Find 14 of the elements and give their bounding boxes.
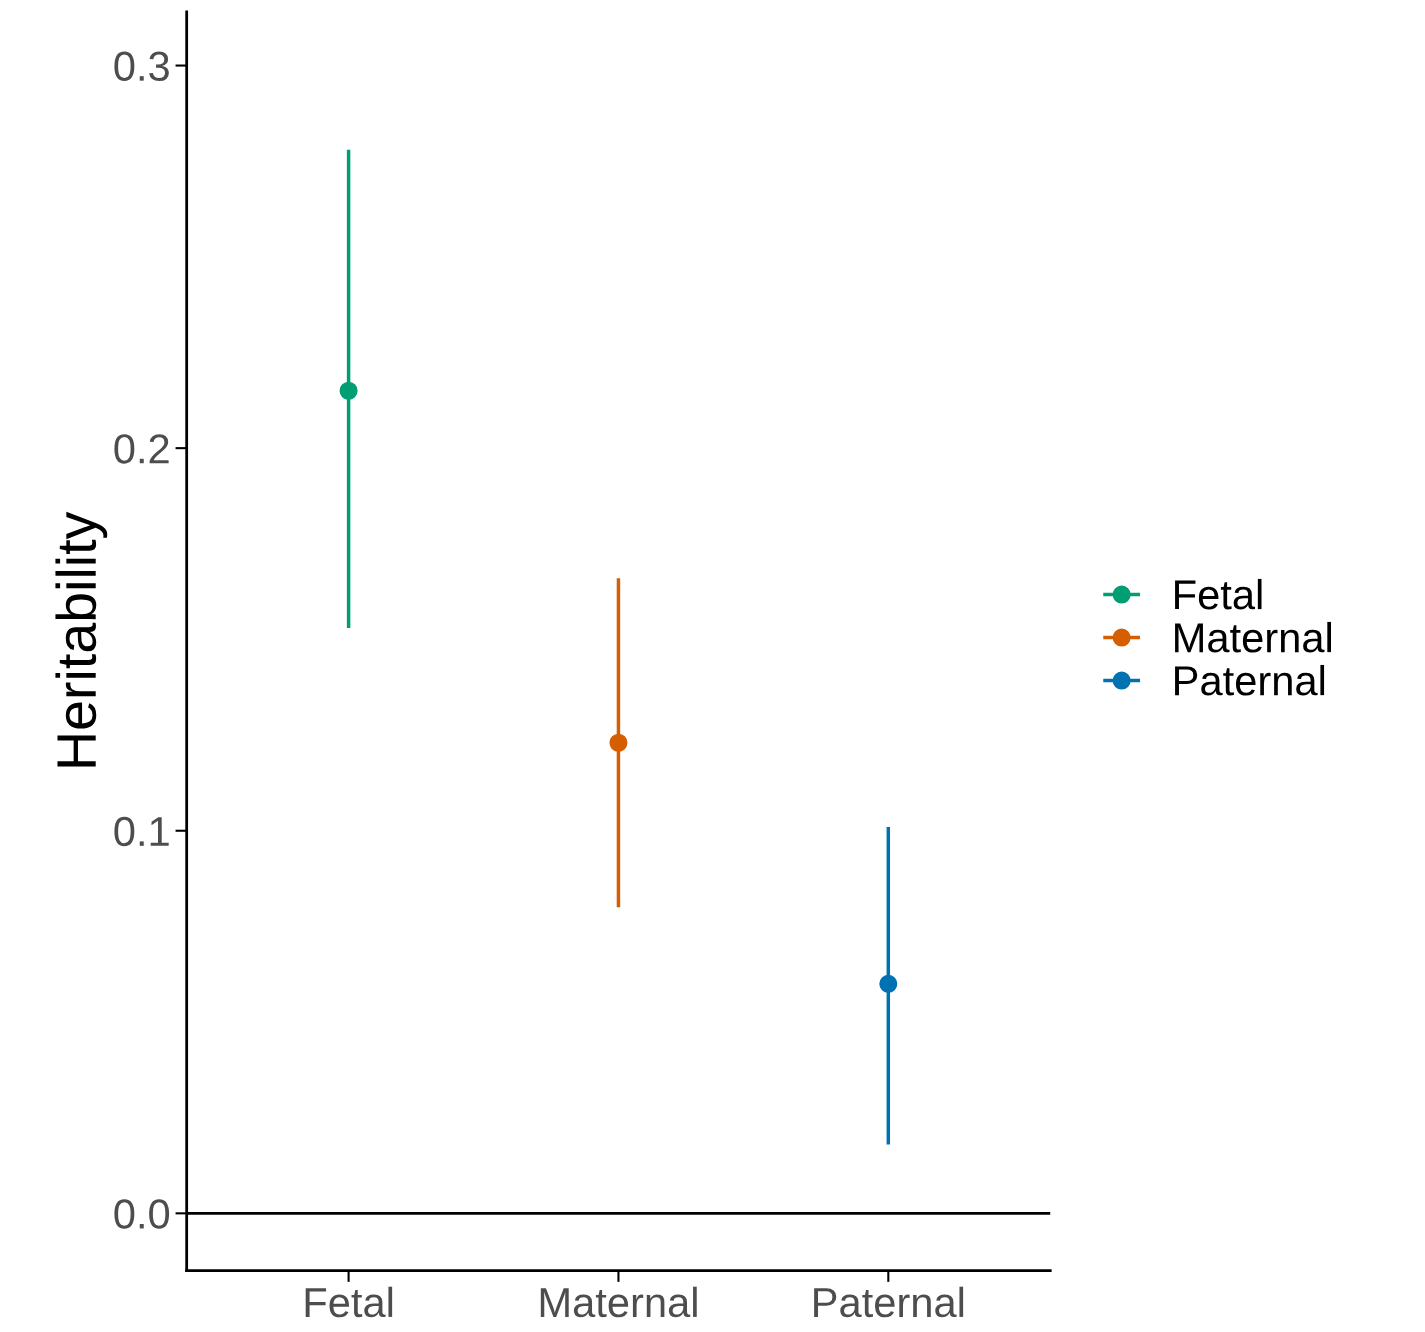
y-tick-label: 0.1 xyxy=(114,816,169,847)
legend-label: Fetal xyxy=(1175,578,1262,610)
y-tick-label: 0.2 xyxy=(114,434,169,464)
y-tick-label: 0.0 xyxy=(114,1199,170,1229)
point xyxy=(339,381,358,400)
point xyxy=(879,974,898,993)
x-tick-label: Paternal xyxy=(814,1286,964,1318)
legend-label: Paternal xyxy=(1175,664,1325,696)
x-tick-label: Maternal xyxy=(540,1286,697,1318)
legend-label: Maternal xyxy=(1175,621,1331,653)
y-axis-title: Heritability xyxy=(55,511,108,767)
x-tick-label: Fetal xyxy=(305,1286,393,1318)
point xyxy=(609,733,628,752)
y-tick-label: 0.3 xyxy=(114,51,169,82)
